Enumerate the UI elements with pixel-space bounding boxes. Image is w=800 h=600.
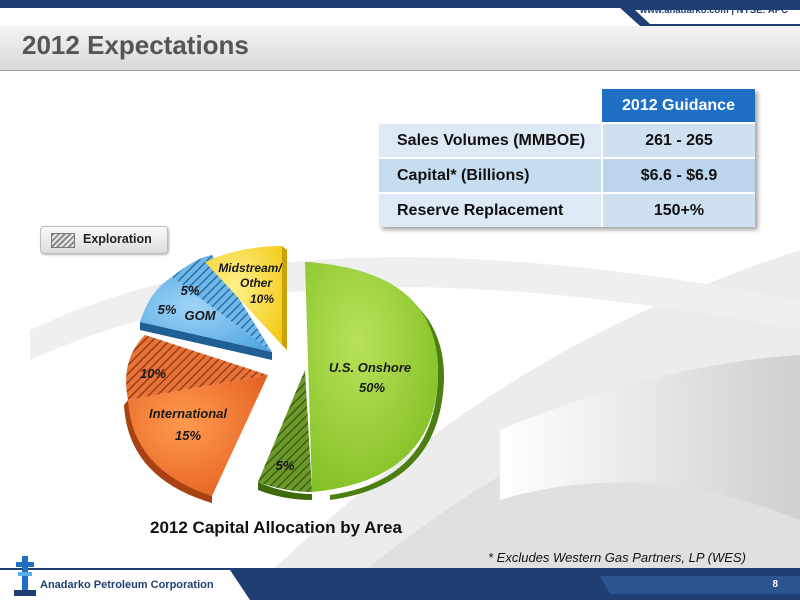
table-row: Sales Volumes (MMBOE) 261 - 265	[379, 122, 755, 158]
footnote: * Excludes Western Gas Partners, LP (WES…	[488, 550, 746, 565]
legend-label: Exploration	[83, 232, 152, 246]
page-number: 8	[772, 579, 778, 590]
top-bar: www.anadarko.com | NYSE: APC	[0, 0, 800, 26]
anadarko-logo-icon	[14, 556, 36, 596]
website-url[interactable]: www.anadarko.com | NYSE: APC	[639, 5, 788, 16]
label-us-onshore-pct: 50%	[359, 380, 385, 395]
exploration-legend: Exploration	[40, 226, 168, 254]
label-gom-pct: 5%	[158, 302, 177, 317]
label-midstream-line2: Other	[240, 276, 273, 290]
pie-slice-gom	[140, 255, 272, 360]
page-title: 2012 Expectations	[22, 30, 249, 60]
label-international-pct: 15%	[175, 428, 201, 443]
title-band	[0, 26, 800, 71]
footer-divider	[0, 568, 800, 570]
label-midstream-pct: 10%	[250, 292, 274, 306]
chart-title: 2012 Capital Allocation by Area	[150, 518, 402, 537]
label-international-name: International	[149, 406, 227, 421]
row-label: Capital* (Billions)	[379, 157, 602, 193]
row-label: Sales Volumes (MMBOE)	[379, 122, 602, 158]
label-us-onshore-name: U.S. Onshore	[329, 360, 411, 375]
pie-slice-midstream-other	[205, 246, 287, 350]
label-midstream-line1: Midstream/	[218, 261, 283, 275]
hatch-swatch-icon	[51, 233, 75, 248]
footer-band	[0, 570, 800, 600]
guidance-table: 2012 Guidance Sales Volumes (MMBOE) 261 …	[379, 89, 755, 227]
row-value: 150+%	[601, 192, 755, 227]
pie-slice-international	[124, 335, 268, 503]
label-us-onshore-exploration: 5%	[276, 458, 295, 473]
row-value: 261 - 265	[601, 122, 755, 158]
label-gom-name: GOM	[184, 308, 216, 323]
pie-slice-us-onshore	[258, 262, 445, 500]
row-value: $6.6 - $6.9	[601, 157, 755, 193]
guidance-column-header: 2012 Guidance	[602, 89, 755, 123]
row-label: Reserve Replacement	[379, 192, 602, 227]
label-gom-exploration: 5%	[181, 283, 200, 298]
table-row: Capital* (Billions) $6.6 - $6.9	[379, 157, 755, 193]
company-name: Anadarko Petroleum Corporation	[40, 579, 214, 591]
label-international-exploration: 10%	[140, 366, 166, 381]
table-row: Reserve Replacement 150+%	[379, 192, 755, 227]
